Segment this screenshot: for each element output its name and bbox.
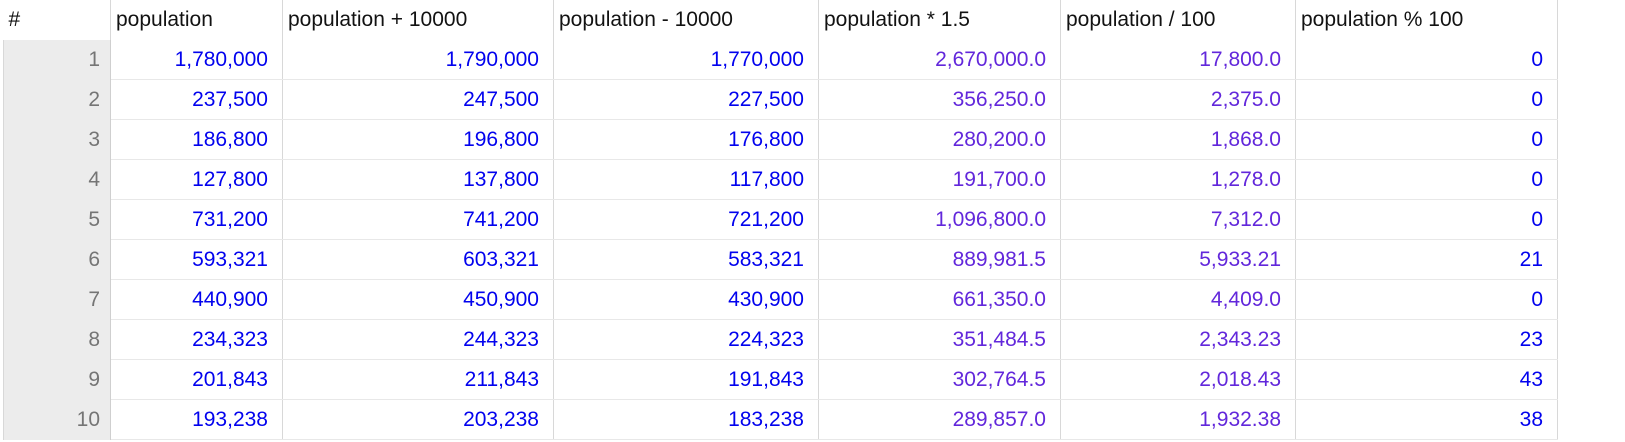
cell-population-minus-10000[interactable]: 176,800: [553, 119, 819, 160]
cell-population-div-100[interactable]: 2,343.23: [1060, 319, 1296, 360]
cell-population-mod-100[interactable]: 23: [1295, 319, 1558, 360]
row-number-cell[interactable]: 4: [3, 159, 111, 200]
table-row: 5 731,200 741,200 721,200 1,096,800.0 7,312.0…: [3, 199, 1558, 240]
cell-population-minus-10000[interactable]: 191,843: [553, 359, 819, 400]
column-header-population-times-1-5[interactable]: population * 1.5: [818, 0, 1061, 40]
row-number-cell[interactable]: 6: [3, 239, 111, 280]
cell-population-plus-10000[interactable]: 1,790,000: [282, 40, 554, 80]
cell-population[interactable]: 731,200: [110, 199, 283, 240]
cell-population-div-100[interactable]: 2,375.0: [1060, 79, 1296, 120]
cell-population[interactable]: 127,800: [110, 159, 283, 200]
cell-population[interactable]: 234,323: [110, 319, 283, 360]
cell-population-minus-10000[interactable]: 583,321: [553, 239, 819, 280]
cell-population-mod-100[interactable]: 0: [1295, 279, 1558, 320]
cell-population-mod-100[interactable]: 0: [1295, 119, 1558, 160]
column-header-population-minus-10000[interactable]: population - 10000: [553, 0, 819, 40]
cell-population-plus-10000[interactable]: 211,843: [282, 359, 554, 400]
cell-population-div-100[interactable]: 7,312.0: [1060, 199, 1296, 240]
cell-population-times-1-5[interactable]: 2,670,000.0: [818, 40, 1061, 80]
cell-population-times-1-5[interactable]: 302,764.5: [818, 359, 1061, 400]
cell-population-times-1-5[interactable]: 661,350.0: [818, 279, 1061, 320]
cell-population-plus-10000[interactable]: 137,800: [282, 159, 554, 200]
table-row: 9 201,843 211,843 191,843 302,764.5 2,018.43 4…: [3, 359, 1558, 400]
cell-population-minus-10000[interactable]: 430,900: [553, 279, 819, 320]
cell-population[interactable]: 593,321: [110, 239, 283, 280]
cell-population-minus-10000[interactable]: 1,770,000: [553, 40, 819, 80]
cell-population-times-1-5[interactable]: 289,857.0: [818, 399, 1061, 440]
header-row: # population population + 10000 population…: [3, 0, 1558, 40]
cell-population-times-1-5[interactable]: 191,700.0: [818, 159, 1061, 200]
cell-population[interactable]: 201,843: [110, 359, 283, 400]
cell-population-div-100[interactable]: 5,933.21: [1060, 239, 1296, 280]
results-grid: # population population + 10000 population…: [3, 0, 1558, 440]
cell-population-plus-10000[interactable]: 450,900: [282, 279, 554, 320]
row-number-cell[interactable]: 3: [3, 119, 111, 160]
cell-population[interactable]: 1,780,000: [110, 40, 283, 80]
cell-population-plus-10000[interactable]: 603,321: [282, 239, 554, 280]
cell-population-plus-10000[interactable]: 196,800: [282, 119, 554, 160]
cell-population-mod-100[interactable]: 0: [1295, 79, 1558, 120]
column-header-population-div-100[interactable]: population / 100: [1060, 0, 1296, 40]
row-number-cell[interactable]: 10: [3, 399, 111, 440]
cell-population-mod-100[interactable]: 0: [1295, 40, 1558, 80]
row-number-cell[interactable]: 1: [3, 40, 111, 80]
cell-population-times-1-5[interactable]: 351,484.5: [818, 319, 1061, 360]
cell-population[interactable]: 237,500: [110, 79, 283, 120]
table-row: 3 186,800 196,800 176,800 280,200.0 1,868.0 0: [3, 119, 1558, 160]
table-row: 7 440,900 450,900 430,900 661,350.0 4,409.0 0: [3, 279, 1558, 320]
cell-population[interactable]: 440,900: [110, 279, 283, 320]
table-row: 4 127,800 137,800 117,800 191,700.0 1,278.0 0: [3, 159, 1558, 200]
cell-population[interactable]: 193,238: [110, 399, 283, 440]
row-number-cell[interactable]: 9: [3, 359, 111, 400]
cell-population-div-100[interactable]: 4,409.0: [1060, 279, 1296, 320]
cell-population-plus-10000[interactable]: 244,323: [282, 319, 554, 360]
cell-population-div-100[interactable]: 1,278.0: [1060, 159, 1296, 200]
cell-population-minus-10000[interactable]: 227,500: [553, 79, 819, 120]
row-number-cell[interactable]: 8: [3, 319, 111, 360]
cell-population[interactable]: 186,800: [110, 119, 283, 160]
cell-population-div-100[interactable]: 1,932.38: [1060, 399, 1296, 440]
table-row: 8 234,323 244,323 224,323 351,484.5 2,343.23 2…: [3, 319, 1558, 360]
cell-population-mod-100[interactable]: 0: [1295, 199, 1558, 240]
table-row: 10 193,238 203,238 183,238 289,857.0 1,932.38…: [3, 399, 1558, 440]
cell-population-minus-10000[interactable]: 117,800: [553, 159, 819, 200]
cell-population-times-1-5[interactable]: 356,250.0: [818, 79, 1061, 120]
row-number-cell[interactable]: 7: [3, 279, 111, 320]
corner-header[interactable]: #: [3, 0, 111, 40]
cell-population-plus-10000[interactable]: 247,500: [282, 79, 554, 120]
cell-population-times-1-5[interactable]: 1,096,800.0: [818, 199, 1061, 240]
cell-population-times-1-5[interactable]: 280,200.0: [818, 119, 1061, 160]
column-header-population-plus-10000[interactable]: population + 10000: [282, 0, 554, 40]
cell-population-mod-100[interactable]: 21: [1295, 239, 1558, 280]
cell-population-div-100[interactable]: 2,018.43: [1060, 359, 1296, 400]
cell-population-div-100[interactable]: 1,868.0: [1060, 119, 1296, 160]
cell-population-div-100[interactable]: 17,800.0: [1060, 40, 1296, 80]
table-row: 2 237,500 247,500 227,500 356,250.0 2,375.0 0: [3, 79, 1558, 120]
grid-header: # population population + 10000 population…: [3, 0, 1558, 40]
cell-population-minus-10000[interactable]: 721,200: [553, 199, 819, 240]
column-header-population[interactable]: population: [110, 0, 283, 40]
table-row: 1 1,780,000 1,790,000 1,770,000 2,670,000.0 1…: [3, 40, 1558, 80]
cell-population-mod-100[interactable]: 0: [1295, 159, 1558, 200]
table-row: 6 593,321 603,321 583,321 889,981.5 5,933.21 2…: [3, 239, 1558, 280]
grid-body: 1 1,780,000 1,790,000 1,770,000 2,670,000.0 1…: [3, 40, 1558, 440]
cell-population-mod-100[interactable]: 38: [1295, 399, 1558, 440]
cell-population-minus-10000[interactable]: 224,323: [553, 319, 819, 360]
column-header-population-mod-100[interactable]: population % 100: [1295, 0, 1558, 40]
row-number-cell[interactable]: 5: [3, 199, 111, 240]
cell-population-times-1-5[interactable]: 889,981.5: [818, 239, 1061, 280]
cell-population-plus-10000[interactable]: 203,238: [282, 399, 554, 440]
row-number-cell[interactable]: 2: [3, 79, 111, 120]
cell-population-plus-10000[interactable]: 741,200: [282, 199, 554, 240]
cell-population-minus-10000[interactable]: 183,238: [553, 399, 819, 440]
cell-population-mod-100[interactable]: 43: [1295, 359, 1558, 400]
